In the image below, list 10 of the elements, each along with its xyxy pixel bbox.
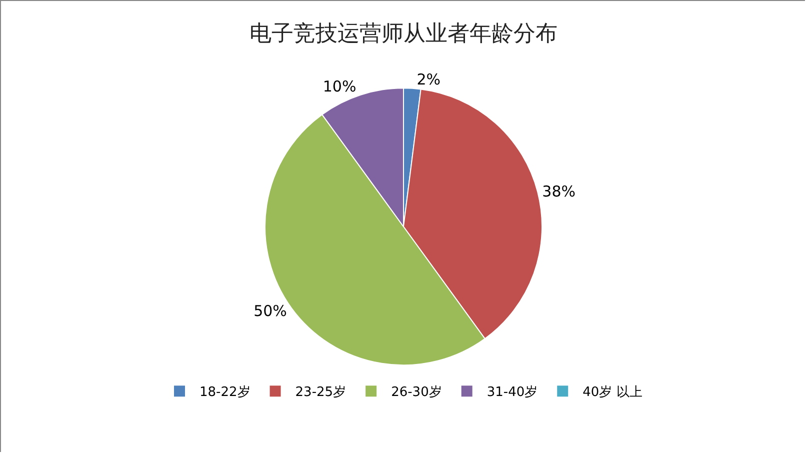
chart-title: 电子竞技运营师从业者年龄分布 — [250, 21, 558, 46]
legend-label: 31-40岁 — [486, 385, 538, 400]
legend-label: 18-22岁 — [200, 385, 250, 400]
legend-label: 40岁 以上 — [582, 385, 642, 400]
legend-label: 26-30岁 — [391, 385, 442, 400]
data-label: 2% — [416, 70, 440, 88]
data-label: 10% — [322, 78, 356, 96]
data-label: 38% — [542, 182, 576, 201]
legend-label: 23-25岁 — [295, 385, 346, 400]
data-label: 50% — [254, 302, 287, 320]
